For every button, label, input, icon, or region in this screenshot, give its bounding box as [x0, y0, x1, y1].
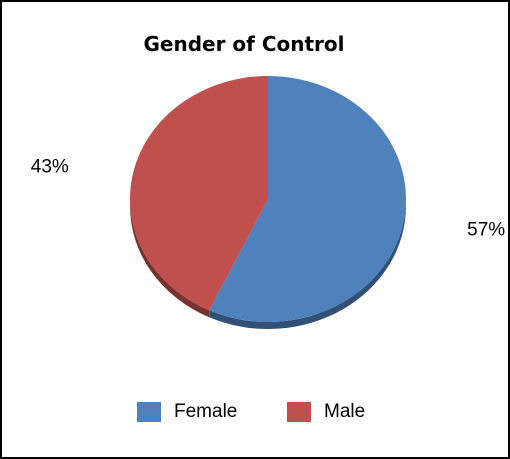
- data-labels: 57% 43%: [31, 156, 505, 240]
- pie-side-male: [130, 199, 210, 318]
- data-label-male: 43%: [31, 156, 69, 177]
- pie-group: [130, 76, 406, 329]
- data-label-female: 57%: [467, 220, 505, 241]
- chart-title: Gender of Control: [143, 32, 344, 56]
- pie-side-female: [209, 199, 406, 329]
- pie-slice-male: [130, 76, 268, 311]
- pie-slice-female: [209, 76, 406, 322]
- legend: Female Male: [137, 401, 365, 422]
- legend-label-female: Female: [174, 401, 237, 422]
- legend-label-male: Male: [324, 401, 365, 422]
- legend-swatch-female: [137, 402, 161, 422]
- legend-swatch-male: [287, 402, 311, 422]
